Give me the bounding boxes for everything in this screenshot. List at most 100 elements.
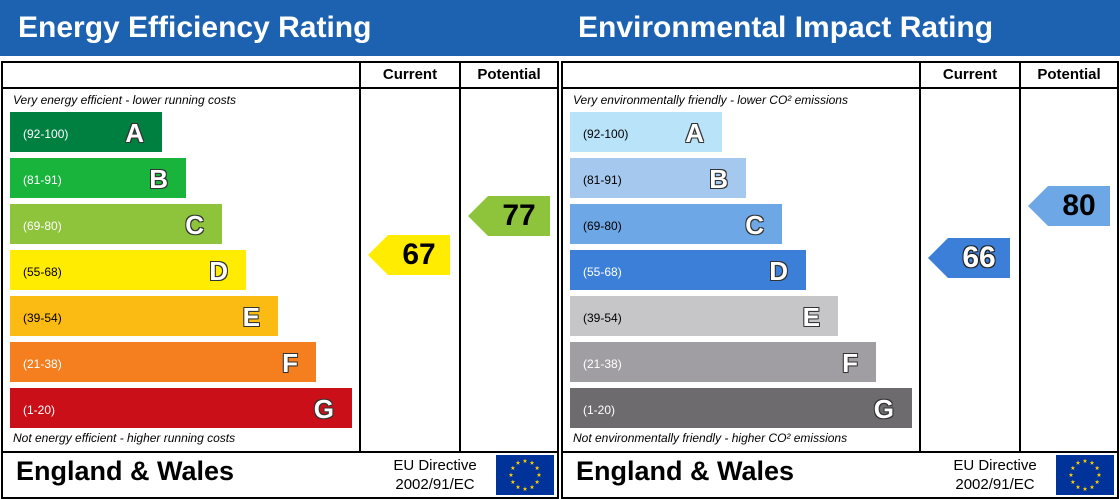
eu-star [536, 472, 542, 477]
potential-rating-arrow: 77 [468, 196, 550, 236]
eu-flag-icon [1056, 455, 1114, 495]
band-letter: G [313, 394, 334, 424]
eu-flag-icon [496, 455, 554, 495]
band-letter: C [745, 210, 764, 240]
band-range-label: (55-68) [23, 265, 62, 279]
band-range-label: (81-91) [23, 173, 62, 187]
potential-rating-value: 77 [502, 199, 536, 232]
band-range-label: (39-54) [23, 311, 62, 325]
eu-directive-label: EU Directive [953, 457, 1037, 474]
current-rating-arrow: 66 [928, 238, 1010, 278]
band-letter: A [685, 118, 704, 148]
band-range-label: (92-100) [583, 127, 629, 141]
divider [359, 63, 361, 451]
potential-rating-arrow: 80 [1028, 186, 1110, 226]
band-letter: C [185, 210, 204, 240]
band-letter: B [149, 164, 168, 194]
eu-star [534, 465, 540, 470]
eu-star [515, 484, 521, 490]
band-f: (21-38) F [10, 342, 316, 382]
current-rating-arrow: 67 [368, 235, 450, 275]
panel-title: Energy Efficiency Rating [0, 0, 560, 56]
eu-star [1094, 465, 1100, 470]
band-c: (69-80) C [570, 204, 782, 244]
bottom-note: Not environmentally friendly - higher CO… [573, 431, 848, 445]
eu-directive-number: 2002/91/EC [955, 476, 1035, 493]
band-g: (1-20) G [10, 388, 352, 428]
divider [563, 87, 1117, 89]
eu-stars [508, 458, 542, 491]
eu-star [515, 460, 521, 465]
eu-stars [1068, 458, 1102, 491]
band-e: (39-54) E [10, 296, 278, 336]
eu-star [1070, 465, 1076, 470]
eu-star [1075, 484, 1081, 490]
eu-star [1082, 486, 1088, 491]
eu-directive-label: EU Directive [393, 457, 477, 474]
band-letter: F [842, 348, 858, 378]
band-d: (55-68) D [10, 250, 246, 290]
band-range-label: (21-38) [583, 357, 622, 371]
band-range-label: (55-68) [583, 265, 622, 279]
band-g: (1-20) G [570, 388, 912, 428]
divider [1019, 63, 1021, 451]
band-letter: E [802, 302, 820, 332]
band-letter: B [709, 164, 728, 194]
band-range-label: (69-80) [583, 219, 622, 233]
band-b: (81-91) B [570, 158, 746, 198]
eu-star [1089, 460, 1095, 465]
band-range-label: (69-80) [23, 219, 62, 233]
band-letter: E [242, 302, 260, 332]
band-range-label: (1-20) [23, 403, 56, 417]
eu-star [1075, 460, 1081, 465]
band-f: (21-38) F [570, 342, 876, 382]
band-letter: D [769, 256, 788, 286]
eu-star [1096, 472, 1102, 477]
eu-star [522, 486, 528, 491]
band-b: (81-91) B [10, 158, 186, 198]
eu-star [534, 479, 540, 484]
footer-title: England & Wales [16, 456, 235, 486]
column-header-current: Current [382, 66, 438, 83]
band-a: (92-100) A [10, 112, 162, 152]
top-note: Very energy efficient - lower running co… [13, 93, 236, 107]
column-header-potential: Potential [1037, 66, 1101, 83]
band-c: (69-80) C [10, 204, 222, 244]
eu-star [508, 472, 514, 477]
eu-directive-number: 2002/91/EC [395, 476, 475, 493]
divider [3, 451, 557, 453]
panel-title: Environmental Impact Rating [560, 0, 1120, 56]
band-letter: F [282, 348, 298, 378]
rating-table: Current Potential [561, 61, 1119, 499]
band-letter: A [125, 118, 144, 148]
divider [3, 87, 557, 89]
current-rating-value: 66 [962, 241, 996, 274]
rating-table: Current Potential [1, 61, 559, 499]
band-d: (55-68) D [570, 250, 806, 290]
column-header-current: Current [942, 66, 998, 83]
band-e: (39-54) E [570, 296, 838, 336]
eu-star [510, 465, 516, 470]
eu-star [522, 458, 528, 463]
band-a: (92-100) A [570, 112, 722, 152]
top-note: Very environmentally friendly - lower CO… [573, 93, 848, 107]
band-range-label: (92-100) [23, 127, 69, 141]
potential-rating-value: 80 [1062, 189, 1096, 222]
divider [459, 63, 461, 451]
band-range-label: (39-54) [583, 311, 622, 325]
column-header-potential: Potential [477, 66, 541, 83]
footer-title: England & Wales [576, 456, 795, 486]
eu-star [510, 479, 516, 484]
current-rating-value: 67 [402, 238, 436, 271]
eu-star [1068, 472, 1074, 477]
eu-star [1094, 479, 1100, 484]
band-range-label: (21-38) [23, 357, 62, 371]
band-letter: D [209, 256, 228, 286]
band-range-label: (81-91) [583, 173, 622, 187]
eu-star [1082, 458, 1088, 463]
divider [563, 451, 1117, 453]
energy-efficiency-panel: Energy Efficiency Rating Current Potenti… [0, 0, 560, 499]
band-range-label: (1-20) [583, 403, 616, 417]
eu-star [529, 484, 535, 490]
eu-star [1089, 484, 1095, 490]
